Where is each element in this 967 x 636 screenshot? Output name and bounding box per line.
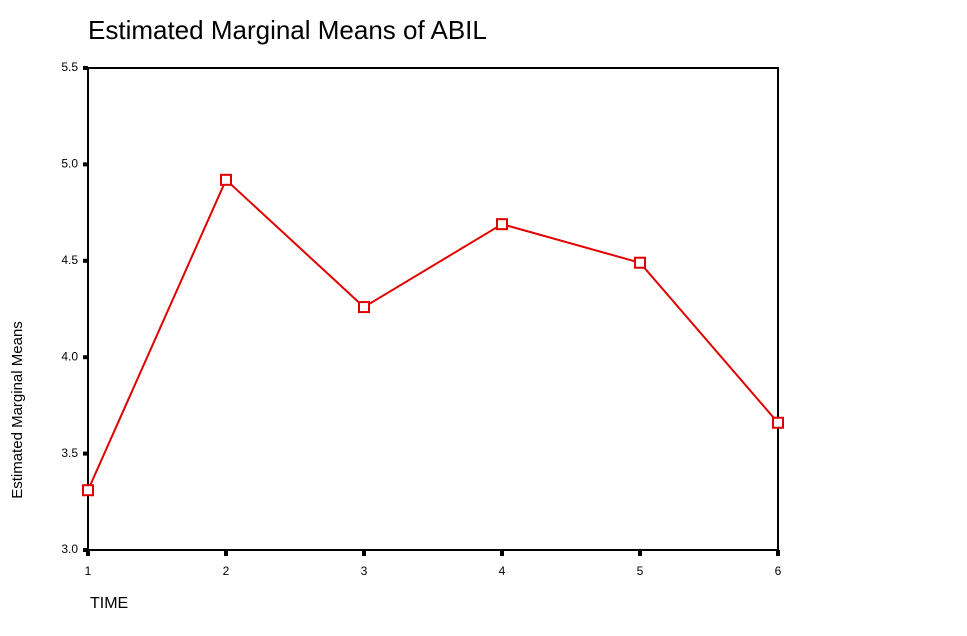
point-marker — [496, 218, 508, 231]
x-tick-label: 2 — [223, 564, 230, 578]
y-tick-label: 4.0 — [61, 349, 78, 363]
y-tick-label: 3.5 — [61, 446, 78, 460]
x-tick-label: 4 — [499, 564, 506, 578]
chart-title: Estimated Marginal Means of ABIL — [88, 15, 487, 45]
x-tick-label: 6 — [775, 564, 782, 578]
y-tick-label: 4.5 — [61, 253, 78, 267]
y-tick-label: 5.0 — [61, 157, 78, 171]
y-tick-label: 5.5 — [61, 60, 78, 74]
series-line — [87, 178, 779, 491]
x-tick-label: 1 — [85, 564, 92, 578]
y-tick-label: 3.0 — [61, 542, 78, 556]
x-tick-label: 3 — [361, 564, 368, 578]
x-tick-label: 5 — [637, 564, 644, 578]
plot-frame — [87, 67, 779, 551]
point-marker — [634, 256, 646, 269]
point-marker — [772, 416, 784, 429]
point-marker — [220, 173, 232, 186]
x-axis-label: TIME — [90, 595, 128, 612]
y-axis-label: Estimated Marginal Means — [9, 321, 26, 499]
point-marker — [358, 301, 370, 314]
point-marker — [82, 484, 94, 497]
